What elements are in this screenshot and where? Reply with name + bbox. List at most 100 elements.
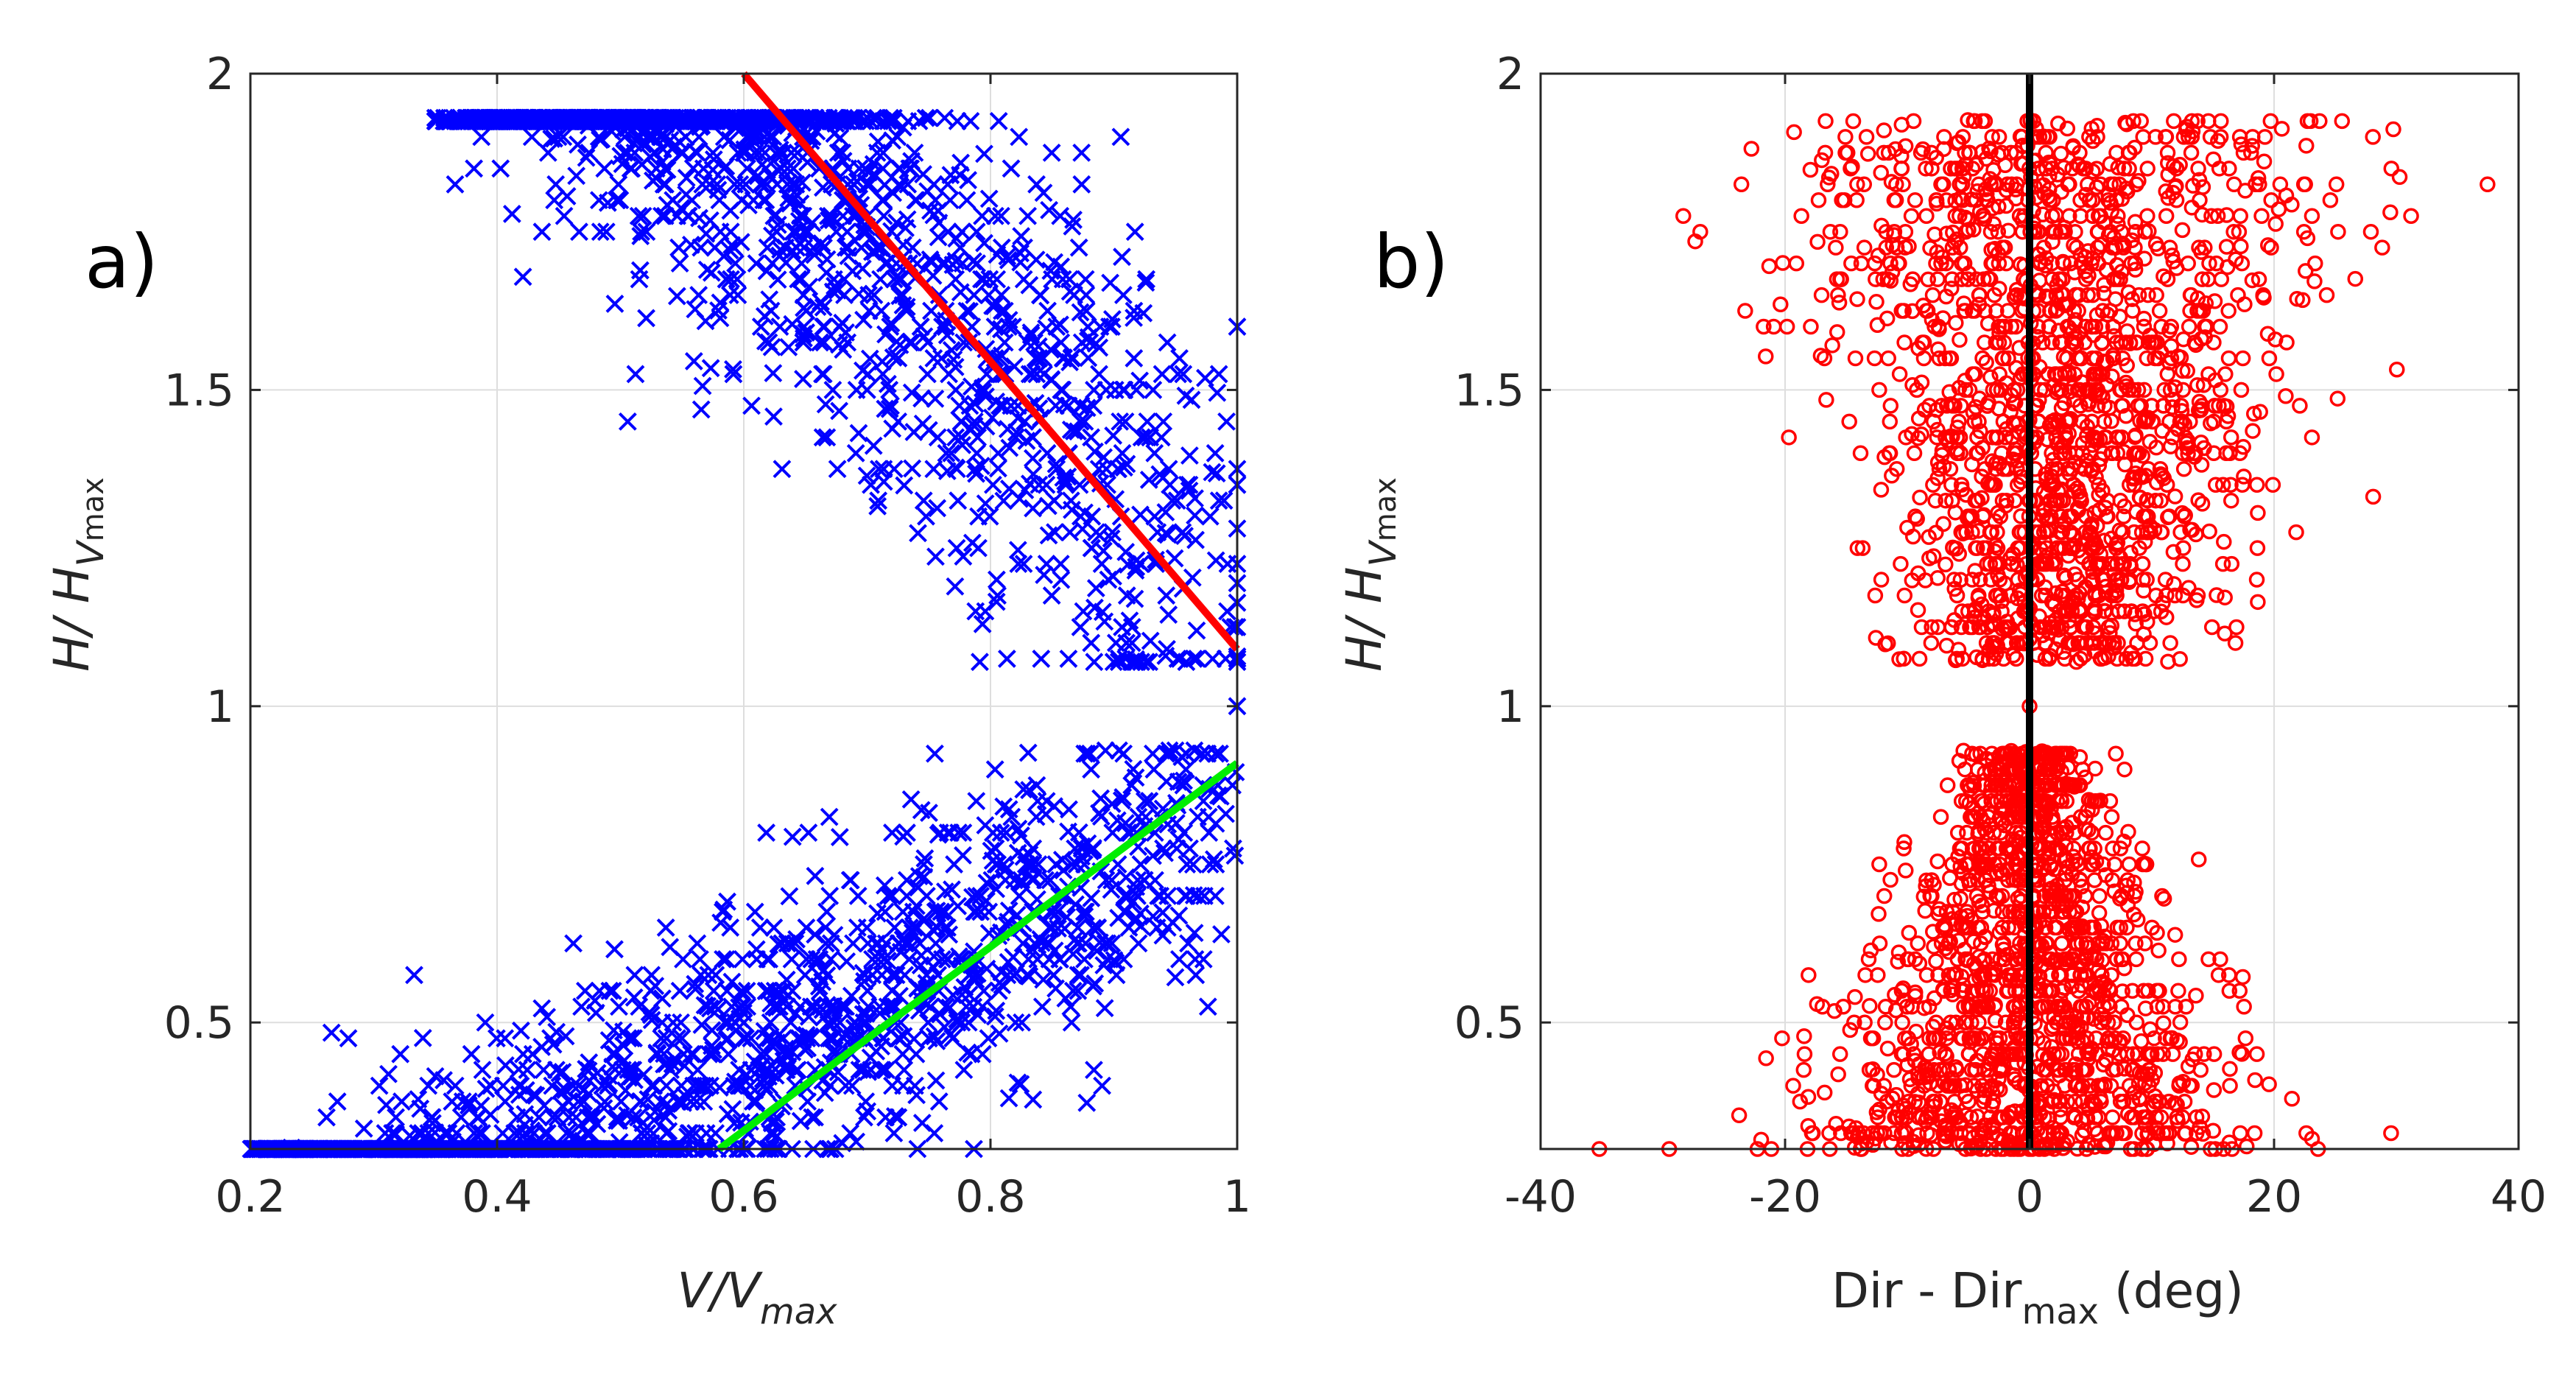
panel-a-point xyxy=(1082,428,1101,447)
panel-a-point xyxy=(538,143,557,162)
panel-a-point xyxy=(857,466,876,485)
panel-a-point xyxy=(959,171,978,189)
panel-a-y-tick-label: 0.5 xyxy=(164,997,234,1049)
panel-a-point xyxy=(823,380,842,399)
panel-a-point xyxy=(1125,349,1144,368)
panel-a-point xyxy=(465,159,484,178)
panel-a-point xyxy=(1157,586,1176,605)
panel-a-point xyxy=(1159,605,1178,624)
panel-a-point xyxy=(1041,261,1060,281)
panel-a-point xyxy=(947,538,966,558)
panel-a-point xyxy=(988,459,1007,478)
panel-a-x-label-main: V/V xyxy=(677,1262,762,1319)
panel-a-point xyxy=(942,443,961,463)
panel-a-point xyxy=(968,443,986,463)
panel-a-point xyxy=(887,213,906,232)
panel-a-y-label-sub1: V xyxy=(69,538,112,566)
panel-a-point xyxy=(1102,310,1122,328)
panel-a-point xyxy=(764,407,783,426)
panel-a-point xyxy=(812,234,831,253)
panel-a: a) 0.2 0.4 0.6 0.8 1 0.511.52 V/Vmax H/ HVma… xyxy=(43,49,1251,1332)
panel-a-point xyxy=(545,191,564,210)
panel-a-point xyxy=(1051,555,1070,574)
panel-a-point xyxy=(794,370,812,388)
panel-a-point xyxy=(890,175,909,194)
panel-a-point xyxy=(1074,602,1093,621)
panel-a-point xyxy=(915,327,934,346)
panel-a-point xyxy=(828,460,847,479)
panel-a-point xyxy=(626,365,645,384)
panel-a-point xyxy=(1018,206,1038,225)
panel-a-point xyxy=(630,270,649,289)
panel-a-point xyxy=(1122,633,1141,653)
panel-a-x-label-sub: max xyxy=(760,1291,837,1332)
panel-a-point xyxy=(881,314,901,333)
panel-a-point xyxy=(667,287,686,306)
panel-a-point xyxy=(783,175,802,194)
panel-b-label: b) xyxy=(1373,219,1449,305)
panel-a-point xyxy=(957,191,976,210)
panel-a-point xyxy=(902,383,921,402)
panel-a-point xyxy=(989,111,1008,130)
panel-a-point xyxy=(1070,475,1089,494)
panel-a-point xyxy=(985,206,1004,225)
panel-a-x-tick-label: 1 xyxy=(1223,1171,1251,1223)
panel-a-point xyxy=(1158,333,1177,352)
panel-a-point xyxy=(1163,491,1182,510)
panel-a-point xyxy=(1085,442,1104,461)
panel-a-point xyxy=(1206,443,1225,463)
panel-a-point xyxy=(1042,586,1061,605)
panel-a-point xyxy=(1072,333,1091,352)
panel-a-label: a) xyxy=(85,219,158,305)
panel-a-point xyxy=(569,135,587,154)
panel-a-y-tick-label: 2 xyxy=(206,49,234,100)
panel-a-point xyxy=(994,491,1013,510)
panel-a-point xyxy=(1186,530,1205,549)
panel-a-point xyxy=(929,228,948,247)
panel-a-point xyxy=(764,127,783,147)
panel-a-point xyxy=(946,380,965,399)
panel-a-point xyxy=(903,459,922,478)
panel-a-point xyxy=(1090,365,1108,384)
panel-a-point xyxy=(1209,365,1228,384)
panel-a-point xyxy=(1203,463,1222,482)
panel-a-point xyxy=(768,270,787,289)
panel-a-point xyxy=(878,374,897,393)
panel-a-point xyxy=(1144,380,1163,399)
panel-a-point xyxy=(828,143,848,162)
panel-a-point xyxy=(940,191,960,210)
panel-a-point xyxy=(837,323,855,342)
panel-a-point xyxy=(757,261,776,281)
panel-a-point xyxy=(702,263,721,282)
panel-a-point xyxy=(1182,390,1201,410)
panel-a-point xyxy=(1141,631,1160,650)
panel-a-point xyxy=(1113,247,1131,267)
panel-a-point xyxy=(570,222,588,242)
panel-a-point xyxy=(1071,618,1090,636)
panel-a-point xyxy=(883,419,902,438)
panel-a-point xyxy=(633,206,652,225)
panel-a-point xyxy=(1059,649,1078,668)
panel-a-point xyxy=(597,222,616,242)
panel-a-point xyxy=(772,159,791,178)
panel-a-point xyxy=(869,460,888,479)
panel-a-point xyxy=(869,491,888,510)
panel-a-x-tick-label: 0.8 xyxy=(955,1171,1025,1223)
panel-a-point xyxy=(546,175,566,194)
panel-a-y-tick-label: 1 xyxy=(206,681,234,733)
panel-a-point xyxy=(897,298,916,317)
panel-a-point xyxy=(1136,428,1155,447)
panel-a-point xyxy=(980,270,999,289)
panel-a-point xyxy=(975,144,993,164)
panel-a-point xyxy=(883,131,902,150)
panel-a-point xyxy=(1076,270,1095,289)
panel-a-point xyxy=(974,270,993,289)
panel-a-point xyxy=(948,111,967,130)
panel-a-point xyxy=(522,127,541,147)
panel-a-point xyxy=(976,494,995,513)
panel-a-x-tick-label: 0.6 xyxy=(708,1171,778,1223)
panel-a-point xyxy=(1125,222,1144,242)
panel-a-point xyxy=(865,286,884,305)
panel-a-point xyxy=(995,301,1014,320)
